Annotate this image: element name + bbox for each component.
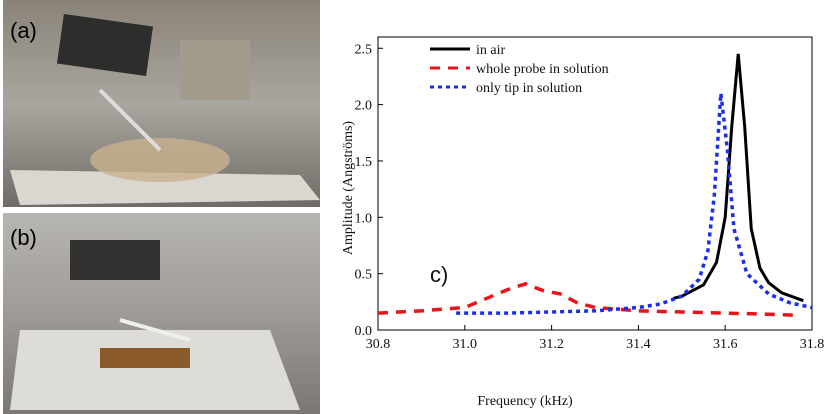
series-line [456, 93, 813, 315]
series-line [672, 53, 804, 303]
x-tick-label: 31.4 [626, 337, 651, 352]
x-axis-title: Frequency (kHz) [477, 394, 573, 409]
plot-frame [377, 36, 813, 331]
y-axis-title: Amplitude (Angströms) [341, 121, 356, 255]
chart: Frequency (kHz) Amplitude (Angströms) c)… [341, 36, 825, 409]
y-tick-label: 2.0 [355, 99, 373, 114]
legend-label: whole probe in solution [476, 62, 609, 77]
x-tick-label: 31.8 [800, 337, 825, 352]
y-tick-label: 1.5 [355, 155, 373, 170]
y-tick-label: 0.5 [355, 268, 373, 283]
y-tick-label: 0.0 [355, 324, 373, 339]
x-tick-label: 31.0 [453, 337, 478, 352]
x-tick-label: 31.6 [713, 337, 738, 352]
y-tick-label: 2.5 [355, 42, 373, 57]
panel-label: (a) [10, 18, 37, 43]
x-tick-label: 31.2 [539, 337, 564, 352]
photo-a: (a) [3, 0, 320, 207]
x-tick-label: 30.8 [366, 337, 391, 352]
panel-label: (b) [10, 225, 37, 250]
series-line [377, 281, 800, 318]
y-tick-label: 1.0 [355, 211, 373, 226]
photo-b: (b) [3, 213, 320, 414]
legend-label: only tip in solution [476, 81, 582, 96]
panel-label: c) [430, 262, 448, 287]
legend-label: in air [476, 43, 505, 58]
